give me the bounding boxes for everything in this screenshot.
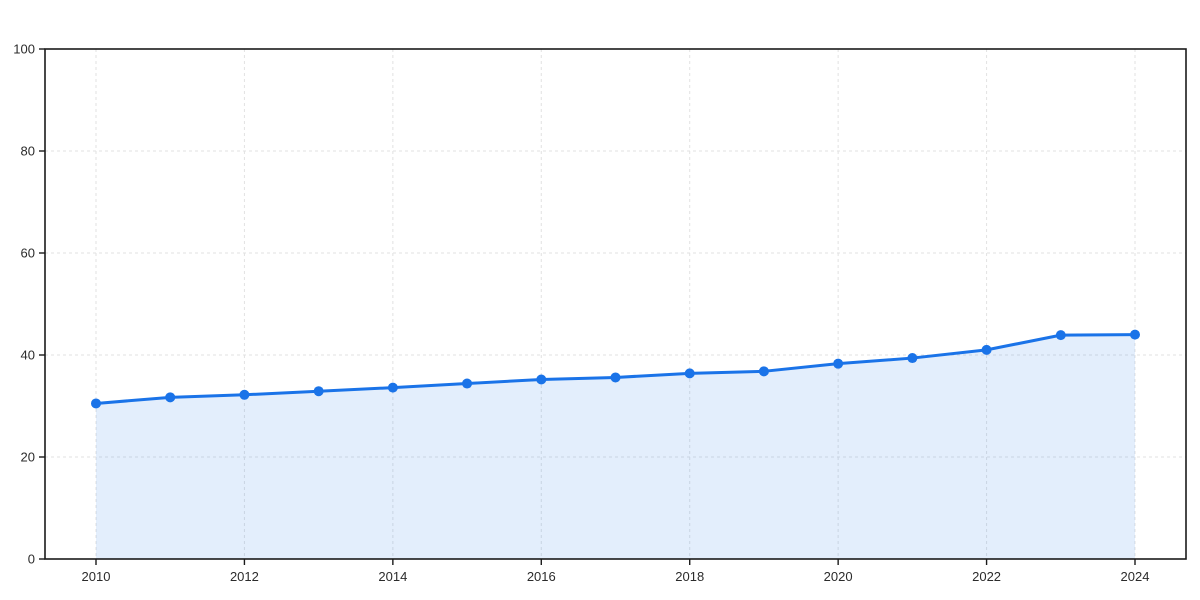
x-tick-label: 2024 <box>1121 569 1150 584</box>
y-tick-label: 0 <box>28 552 35 567</box>
x-tick-label: 2018 <box>675 569 704 584</box>
x-tick-label: 2014 <box>378 569 407 584</box>
y-tick-label: 100 <box>13 42 35 57</box>
data-point <box>1055 330 1066 341</box>
y-tick-label: 80 <box>21 144 35 159</box>
data-point <box>239 389 250 400</box>
data-point <box>981 344 992 355</box>
y-tick-label: 60 <box>21 246 35 261</box>
data-point <box>1130 329 1140 340</box>
x-tick-label: 2020 <box>824 569 853 584</box>
data-point <box>387 382 398 393</box>
x-tick-label: 2016 <box>527 569 556 584</box>
data-point <box>907 353 918 364</box>
x-tick-label: 2010 <box>82 569 111 584</box>
data-point <box>536 374 547 385</box>
data-point <box>313 386 324 397</box>
x-tick-label: 2012 <box>230 569 259 584</box>
data-point <box>91 398 101 409</box>
data-point <box>610 372 621 383</box>
data-point <box>165 392 176 403</box>
y-tick-label: 20 <box>21 450 35 465</box>
data-point <box>684 368 695 379</box>
y-tick-label: 40 <box>21 348 35 363</box>
data-point <box>462 378 473 389</box>
data-point <box>833 358 844 369</box>
plot-frame <box>44 48 1187 560</box>
x-tick-label: 2022 <box>972 569 1001 584</box>
data-point <box>758 366 769 377</box>
